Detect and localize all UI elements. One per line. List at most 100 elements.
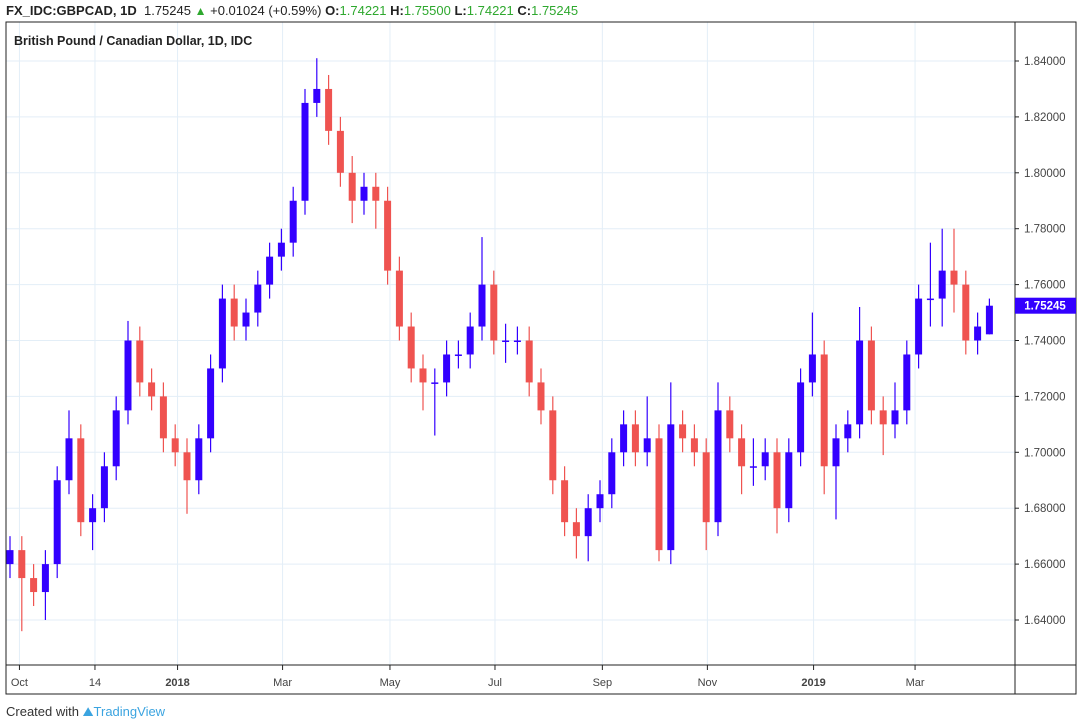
- candle-body: [844, 424, 852, 439]
- candle-body: [513, 340, 521, 342]
- candle-down: [950, 228, 958, 313]
- candle-body: [631, 424, 639, 453]
- candle-body: [903, 354, 911, 411]
- candle-body: [289, 200, 297, 243]
- candle-up: [242, 298, 250, 341]
- candle-down: [690, 424, 698, 467]
- candle-up: [360, 172, 368, 215]
- candle-body: [679, 424, 687, 439]
- candle-down: [136, 326, 144, 397]
- low-value: 1.74221: [466, 3, 514, 18]
- candle-up: [218, 284, 226, 383]
- symbol-name[interactable]: FX_IDC:GBPCAD, 1D: [6, 3, 137, 18]
- candle-body: [773, 452, 781, 509]
- candle-up: [478, 237, 486, 341]
- candle-body: [30, 578, 38, 593]
- x-tick-label: Nov: [698, 677, 718, 689]
- candle-up: [454, 340, 462, 369]
- candle-down: [372, 172, 380, 229]
- candle-body: [667, 424, 675, 551]
- candle-down: [525, 326, 533, 397]
- candle-up: [313, 58, 321, 117]
- candle-body: [832, 438, 840, 467]
- candle-body: [761, 452, 769, 467]
- candle-up: [502, 323, 510, 363]
- candle-down: [726, 396, 734, 453]
- candle-up: [915, 284, 923, 369]
- candle-down: [407, 312, 415, 383]
- y-tick-label: 1.66000: [1024, 559, 1066, 571]
- candle-body: [938, 270, 946, 299]
- candle-up: [100, 452, 108, 523]
- candle-up: [254, 270, 262, 327]
- candle-body: [372, 186, 380, 201]
- candle-up: [124, 320, 132, 425]
- candle-up: [466, 312, 474, 369]
- x-tick-label: 2018: [165, 677, 189, 689]
- time-axis[interactable]: Oct 14 2018 Mar May Jul Sep Nov 2019 Mar: [11, 665, 925, 689]
- candle-down: [159, 382, 167, 453]
- candle-up: [761, 438, 769, 481]
- y-tick-label: 1.64000: [1024, 615, 1066, 627]
- x-tick-label: Mar: [906, 677, 925, 689]
- candle-down: [395, 256, 403, 341]
- candle-body: [502, 340, 510, 342]
- candle-body: [690, 438, 698, 453]
- close-value: 1.75245: [531, 3, 579, 18]
- candle-down: [879, 396, 887, 456]
- price-change: +0.01024 (+0.59%): [210, 3, 322, 18]
- candle-down: [773, 438, 781, 534]
- candle-body: [584, 508, 592, 537]
- candle-body: [926, 298, 934, 301]
- candle-body: [962, 284, 970, 341]
- low-label: L:: [454, 3, 467, 18]
- y-tick-label: 1.82000: [1024, 112, 1066, 124]
- candle-body: [325, 88, 333, 131]
- candle-body: [53, 480, 61, 565]
- candle-down: [230, 284, 238, 341]
- candle-body: [985, 305, 993, 335]
- tradingview-link[interactable]: TradingView: [93, 704, 166, 719]
- candle-body: [454, 354, 462, 356]
- candle-body: [65, 438, 73, 481]
- candle-body: [620, 424, 628, 453]
- candle-up: [431, 368, 439, 436]
- candle-body: [266, 256, 274, 285]
- candle-down: [171, 424, 179, 467]
- candle-up: [974, 312, 982, 355]
- y-tick-label: 1.72000: [1024, 391, 1066, 403]
- candle-up: [53, 466, 61, 579]
- candle-body: [159, 396, 167, 439]
- candle-body: [738, 438, 746, 467]
- candle-up: [643, 396, 651, 467]
- candle-down: [419, 354, 427, 411]
- candle-body: [749, 466, 757, 468]
- chart-title: British Pound / Canadian Dollar, 1D, IDC: [14, 34, 252, 48]
- candle-body: [643, 438, 651, 453]
- up-arrow-icon: ▲: [194, 4, 207, 18]
- price-axis[interactable]: 1.84000 1.82000 1.80000 1.78000 1.76000 1.740…: [1015, 56, 1066, 627]
- candle-body: [195, 438, 203, 481]
- symbol-header: FX_IDC:GBPCAD, 1D 1.75245 ▲ +0.01024 (+0…: [6, 3, 578, 18]
- candle-up: [620, 410, 628, 467]
- candle-body: [124, 340, 132, 411]
- candle-body: [490, 284, 498, 341]
- y-tick-label: 1.78000: [1024, 224, 1066, 236]
- candle-body: [348, 172, 356, 201]
- candle-body: [395, 270, 403, 327]
- candle-down: [325, 74, 333, 145]
- candle-body: [785, 452, 793, 509]
- candle-up: [112, 396, 120, 481]
- candle-body: [407, 326, 415, 369]
- candle-body: [218, 298, 226, 369]
- candle-up: [832, 424, 840, 520]
- candle-body: [301, 102, 309, 201]
- candle-up: [596, 480, 604, 523]
- candle-body: [702, 452, 710, 523]
- candle-down: [702, 438, 710, 551]
- candle-up: [667, 382, 675, 565]
- candle-up: [608, 438, 616, 509]
- x-tick-label: Oct: [11, 677, 28, 689]
- x-tick-label: Jul: [488, 677, 502, 689]
